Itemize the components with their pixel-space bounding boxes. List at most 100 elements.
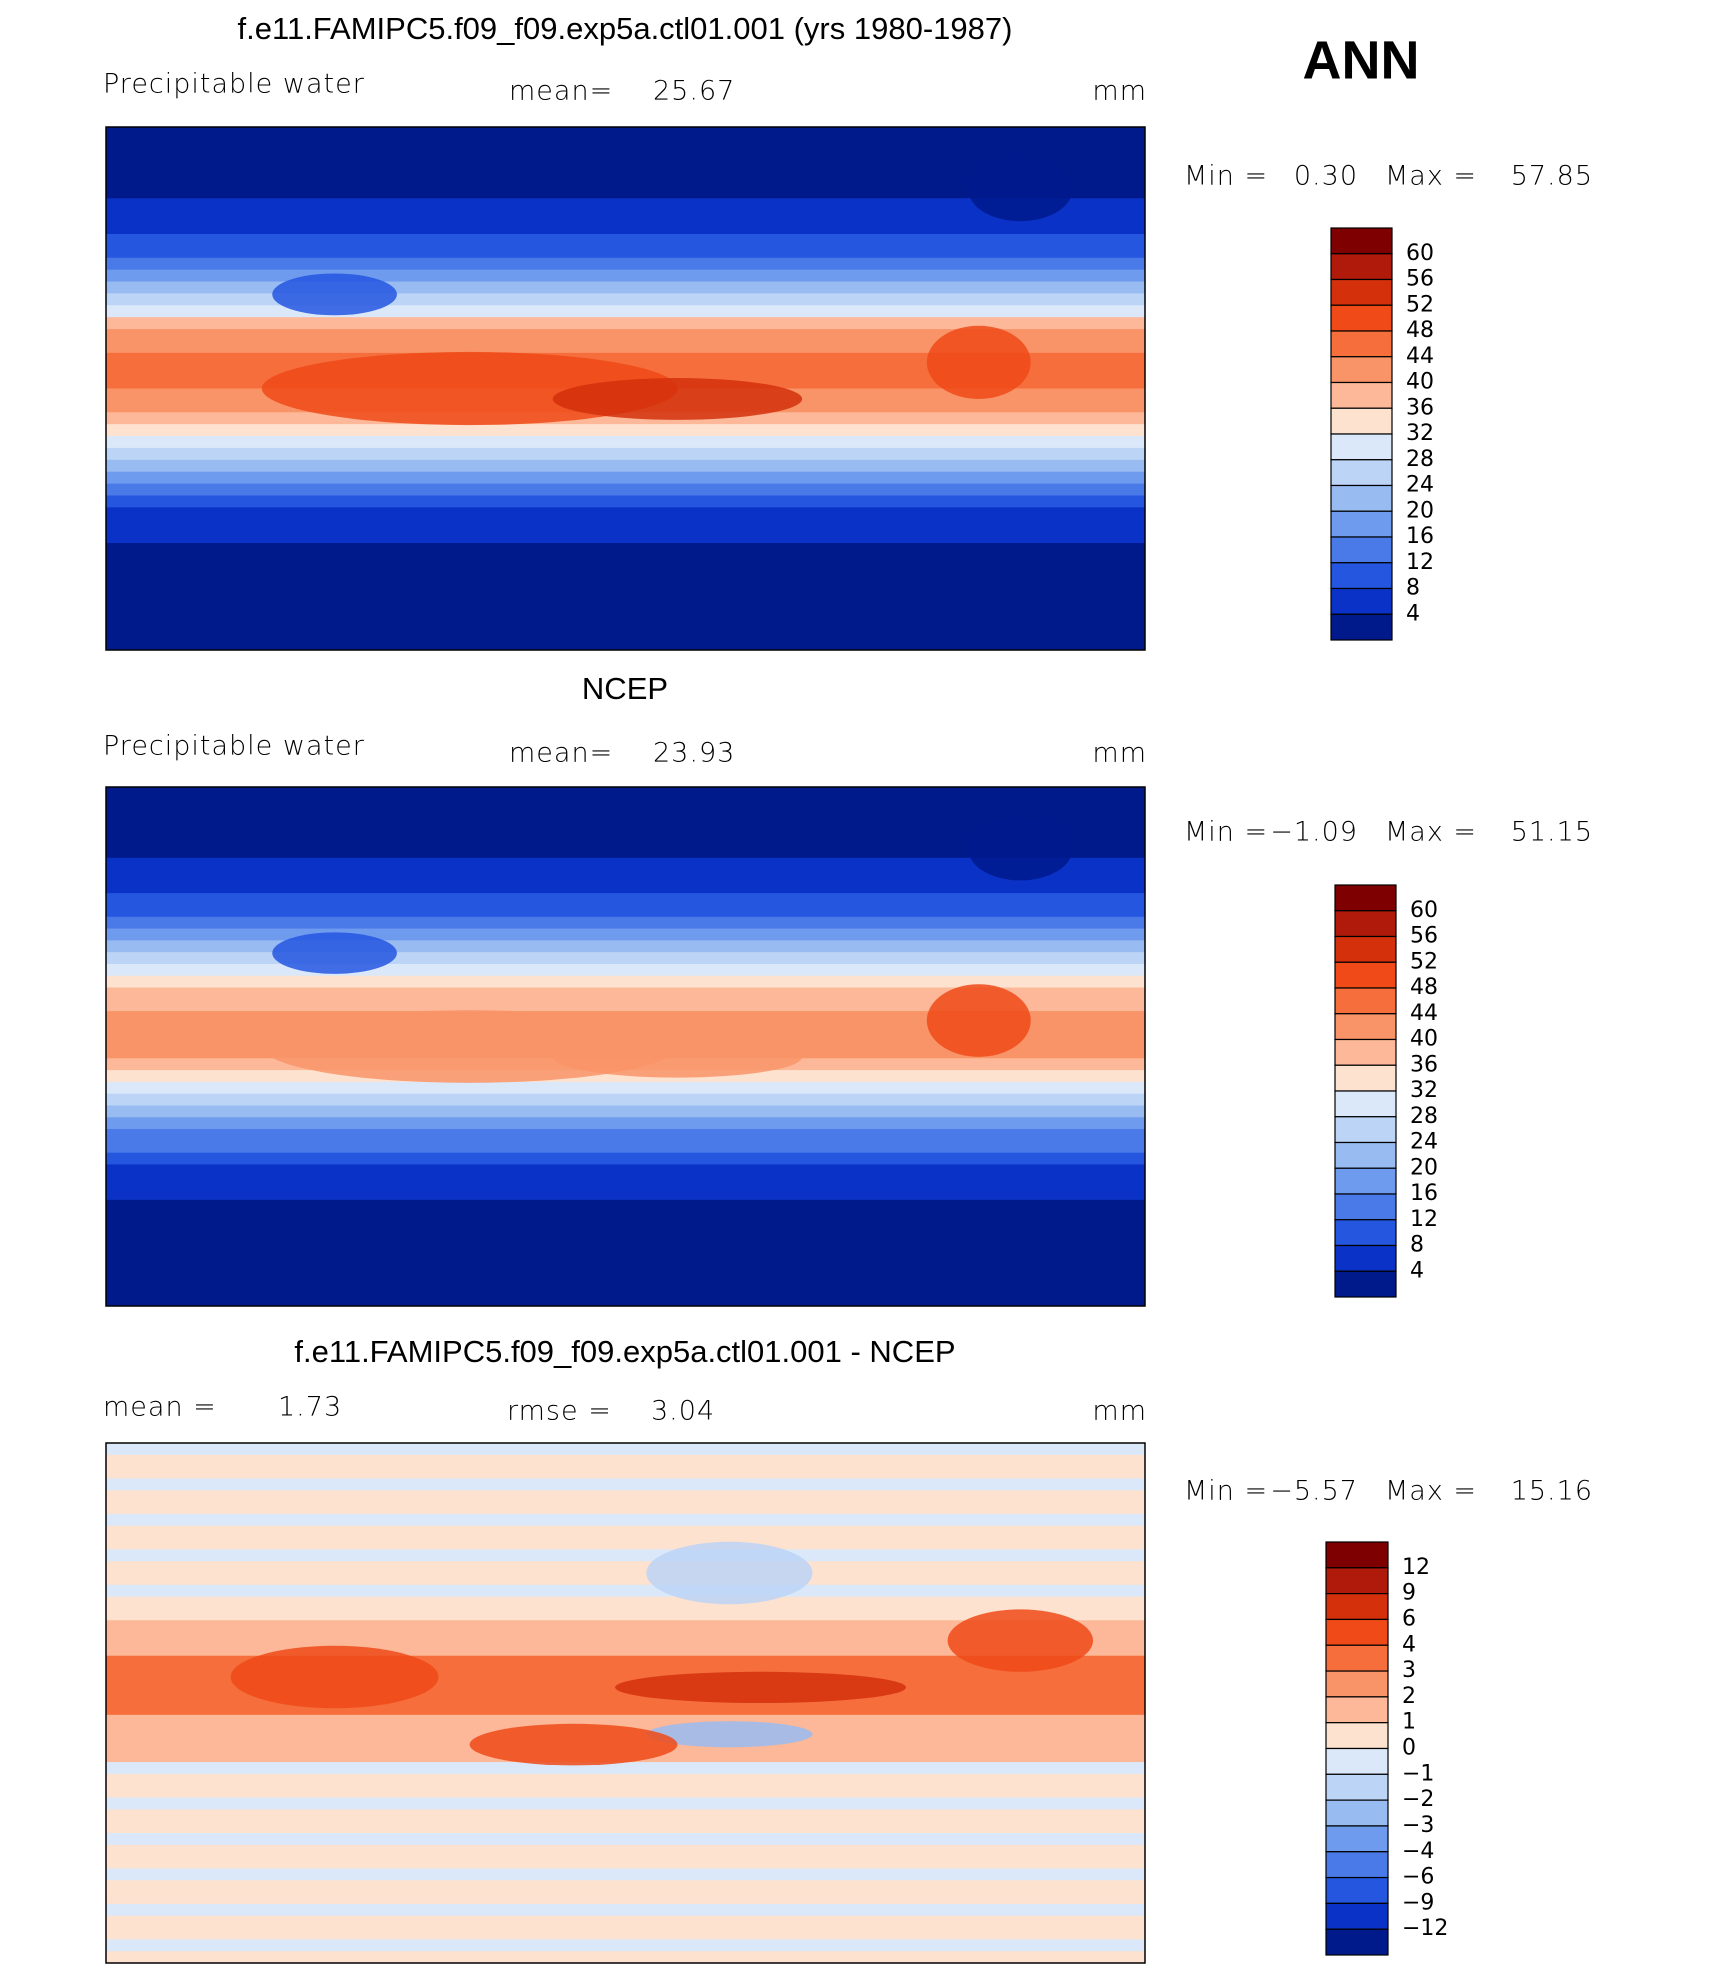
colorbar-label: 6 xyxy=(1402,1606,1416,1631)
map-band xyxy=(106,1833,1145,1846)
map-band xyxy=(106,1081,1145,1095)
colorbar-box xyxy=(1334,884,1397,912)
colorbar-box xyxy=(1325,1593,1389,1621)
map-band xyxy=(106,999,1145,1013)
colorbar-box xyxy=(1330,407,1393,435)
colorbar-box xyxy=(1330,613,1393,641)
map-feature xyxy=(272,273,397,316)
colorbar-box xyxy=(1330,536,1393,564)
map-band xyxy=(106,1105,1145,1119)
map-band xyxy=(106,1093,1145,1107)
colorbar-box xyxy=(1325,1696,1389,1724)
map-band xyxy=(106,1176,1145,1190)
stat-label: rmse = xyxy=(507,1396,612,1427)
map-band xyxy=(106,614,1145,628)
map-band xyxy=(106,210,1145,224)
map-band xyxy=(106,1247,1145,1260)
colorbar-label: 32 xyxy=(1406,421,1434,446)
max-value: 51.15 xyxy=(1511,817,1593,848)
map-feature xyxy=(926,984,1031,1057)
map-band xyxy=(106,1821,1145,1834)
colorbar-label: 12 xyxy=(1406,550,1434,575)
colorbar-box xyxy=(1334,1167,1397,1195)
colorbar-box xyxy=(1334,1219,1397,1247)
colorbar-box xyxy=(1325,1773,1389,1801)
colorbar-box xyxy=(1330,587,1393,615)
colorbar-label: 8 xyxy=(1410,1233,1424,1258)
map xyxy=(106,1443,1145,1963)
map-band xyxy=(106,590,1145,604)
colorbar-box xyxy=(1330,484,1393,512)
colorbar-box xyxy=(1325,1876,1389,1904)
map-band xyxy=(106,1868,1145,1882)
map-band xyxy=(106,1117,1145,1131)
map-band xyxy=(106,424,1145,438)
max-label: Max = xyxy=(1385,1476,1477,1507)
map-band xyxy=(106,822,1145,836)
colorbar-label: 40 xyxy=(1410,1027,1438,1052)
map-band xyxy=(106,1513,1145,1527)
colorbar-box xyxy=(1330,433,1393,461)
colorbar-label: 12 xyxy=(1402,1555,1430,1580)
map-band xyxy=(106,1223,1145,1237)
map-band xyxy=(106,162,1145,176)
map-band xyxy=(106,1164,1145,1178)
map-band xyxy=(106,519,1145,533)
map-band xyxy=(106,1235,1145,1249)
colorbar-box xyxy=(1330,381,1393,409)
map-band xyxy=(106,834,1145,847)
map-band xyxy=(106,1282,1145,1296)
colorbar-label: 56 xyxy=(1410,924,1438,949)
map-band xyxy=(106,1561,1145,1574)
map-band xyxy=(106,1140,1145,1154)
colorbar-box xyxy=(1334,935,1397,963)
colorbar-box xyxy=(1330,356,1393,384)
map-band xyxy=(106,222,1145,235)
colorbar-box xyxy=(1334,1090,1397,1118)
map-band xyxy=(106,626,1145,640)
map-band xyxy=(106,1596,1145,1610)
map-band xyxy=(106,186,1145,200)
map-frame xyxy=(105,1442,1146,1964)
map-band xyxy=(106,566,1145,580)
map-feature xyxy=(615,1671,907,1703)
max-label: Max = xyxy=(1385,817,1477,848)
colorbar-label: 44 xyxy=(1410,1001,1438,1026)
map-band xyxy=(106,963,1145,977)
colorbar-box xyxy=(1334,987,1397,1015)
panel: NCEP Precipitable water mean= 23.93 mm Min = −… xyxy=(103,671,1593,1307)
map-band xyxy=(106,952,1145,965)
colorbar-label: 9 xyxy=(1402,1581,1416,1606)
map-band xyxy=(106,1903,1145,1917)
colorbar-label: −6 xyxy=(1402,1865,1434,1890)
colorbar-label: 44 xyxy=(1406,344,1434,369)
map-frame xyxy=(105,126,1146,651)
colorbar-label: 56 xyxy=(1406,267,1434,292)
colorbar-label: 36 xyxy=(1406,395,1434,420)
map-band xyxy=(106,1584,1145,1598)
map-band xyxy=(106,869,1145,883)
colorbar-label: 3 xyxy=(1402,1658,1416,1683)
colorbar-label: 52 xyxy=(1406,292,1434,317)
colorbar-label: −12 xyxy=(1402,1916,1448,1941)
colorbar-box xyxy=(1325,1541,1389,1569)
colorbar-box xyxy=(1330,510,1393,538)
map-band xyxy=(106,638,1145,650)
map-band xyxy=(106,198,1145,212)
units: mm xyxy=(1092,1396,1147,1427)
stat-label: mean= xyxy=(509,738,613,769)
map-band xyxy=(106,127,1145,140)
map-band xyxy=(106,602,1145,616)
map-band xyxy=(106,1762,1145,1775)
max-value: 57.85 xyxy=(1511,161,1593,192)
map-band xyxy=(106,1525,1145,1539)
colorbar-label: 8 xyxy=(1406,576,1420,601)
colorbar-label: 4 xyxy=(1402,1632,1416,1657)
map-band xyxy=(106,1632,1145,1645)
colorbar-label: 16 xyxy=(1406,524,1434,549)
colorbar-label: −3 xyxy=(1402,1813,1434,1838)
mean-value: 1.73 xyxy=(278,1392,342,1423)
colorbar-box xyxy=(1325,1670,1389,1698)
units: mm xyxy=(1092,76,1147,107)
